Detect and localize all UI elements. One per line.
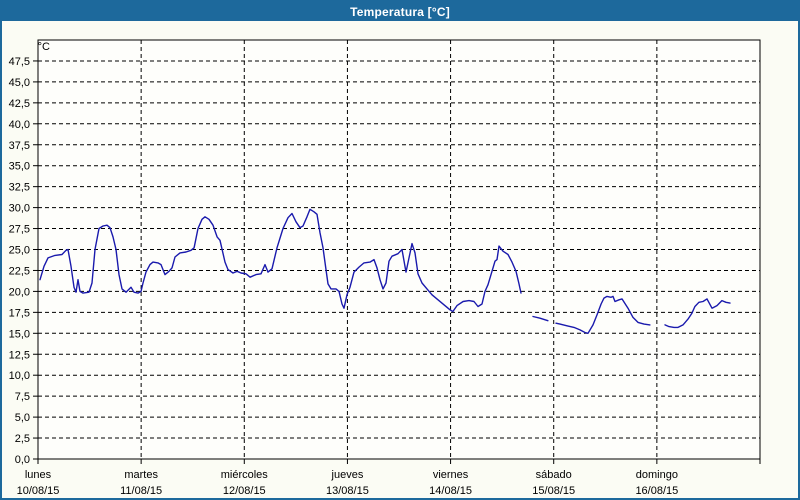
- y-tick-label: 47,5: [9, 56, 30, 68]
- y-tick-label: 27,5: [9, 224, 30, 236]
- y-tick-label: 10,0: [9, 370, 30, 382]
- x-date-label: 13/08/15: [326, 485, 369, 497]
- y-tick-label: 45,0: [9, 77, 30, 89]
- y-tick-label: 2,5: [15, 433, 30, 445]
- y-tick-label: 20,0: [9, 286, 30, 298]
- x-date-label: 16/08/15: [635, 485, 678, 497]
- temperature-line-segment: [555, 295, 651, 334]
- x-day-label: domingo: [636, 469, 678, 481]
- y-tick-label: 15,0: [9, 328, 30, 340]
- x-day-label: martes: [124, 469, 158, 481]
- y-axis-unit-label: °C: [38, 41, 50, 53]
- temperature-line-segment: [532, 315, 549, 322]
- y-tick-label: 0,0: [15, 454, 30, 466]
- x-day-label: lunes: [25, 469, 52, 481]
- y-tick-label: 32,5: [9, 182, 30, 194]
- temperature-chart: 0,0 2,5 5,0 7,5 10,0 12,5 15,0 17,5 20,0 22,5 25,0…: [9, 39, 761, 497]
- y-tick-label: 37,5: [9, 140, 30, 152]
- temperature-line-segment: [664, 298, 731, 329]
- x-day-label: sábado: [536, 469, 572, 481]
- y-tick-label: 22,5: [9, 265, 30, 277]
- chart-title: Temperatura [°C]: [350, 4, 450, 19]
- chart-title-bar: Temperatura [°C]: [2, 2, 798, 21]
- y-tick-label: 25,0: [9, 245, 30, 257]
- x-date-label: 12/08/15: [223, 485, 266, 497]
- x-day-label: viernes: [433, 469, 469, 481]
- chart-content: 0,0 2,5 5,0 7,5 10,0 12,5 15,0 17,5 20,0 22,5 25,0…: [2, 21, 798, 498]
- x-day-label: jueves: [331, 469, 364, 481]
- x-day-label: miércoles: [221, 469, 269, 481]
- y-tick-label: 30,0: [9, 203, 30, 215]
- x-date-label: 11/08/15: [120, 485, 162, 497]
- y-tick-label: 17,5: [9, 307, 30, 319]
- y-tick-label: 7,5: [15, 391, 30, 403]
- y-tick-label: 12,5: [9, 349, 30, 361]
- x-date-label: 15/08/15: [532, 485, 575, 497]
- x-date-label: 14/08/15: [429, 485, 472, 497]
- x-date-label: 10/08/15: [17, 485, 60, 497]
- y-tick-label: 5,0: [15, 412, 30, 424]
- temperature-line-segment: [39, 208, 522, 313]
- y-tick-label: 40,0: [9, 119, 30, 131]
- y-tick-label: 42,5: [9, 98, 30, 110]
- y-tick-label: 35,0: [9, 161, 30, 173]
